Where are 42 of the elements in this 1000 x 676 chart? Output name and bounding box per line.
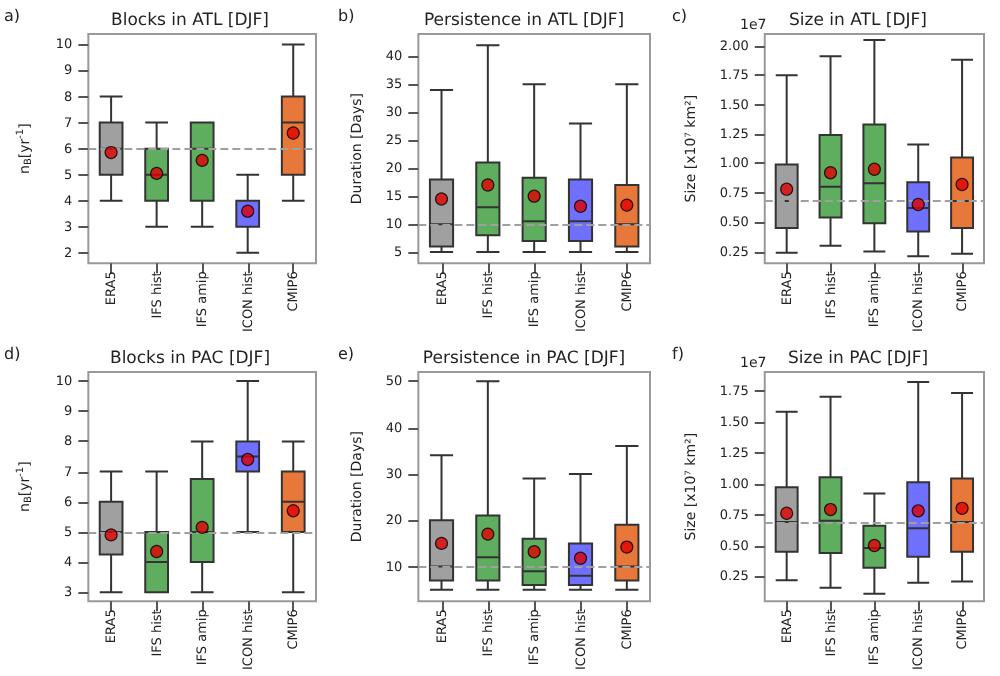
point <box>481 527 495 541</box>
point <box>527 189 541 203</box>
point <box>195 153 209 167</box>
text: d) <box>4 345 21 363</box>
point <box>481 178 495 192</box>
point <box>286 126 300 140</box>
point <box>573 551 588 565</box>
point <box>434 536 449 550</box>
point <box>150 166 164 180</box>
point <box>780 182 794 196</box>
point <box>573 199 588 213</box>
text: c) <box>672 7 688 25</box>
point <box>867 162 881 176</box>
chart-title: Blocks in PAC [DJF] <box>109 349 271 369</box>
point <box>620 540 634 554</box>
text: e) <box>338 345 355 363</box>
point <box>911 197 925 212</box>
point <box>195 520 209 534</box>
text: f) <box>672 345 684 363</box>
chart-title: Persistence in PAC [DJF] <box>422 349 626 369</box>
point <box>104 145 118 160</box>
point <box>150 544 164 559</box>
point <box>104 528 118 542</box>
point <box>241 452 255 467</box>
point <box>867 538 881 553</box>
point <box>823 502 838 517</box>
chart-title: Size in PAC [DJF] <box>787 349 929 369</box>
point <box>286 504 300 518</box>
point <box>620 198 634 212</box>
point <box>527 545 541 559</box>
text: a) <box>4 7 21 25</box>
point <box>434 192 449 206</box>
point <box>823 166 838 180</box>
point <box>911 504 925 518</box>
point <box>955 177 969 192</box>
point <box>241 204 255 218</box>
point <box>955 501 969 515</box>
text: b) <box>338 7 355 25</box>
chart-title: Blocks in ATL [DJF] <box>111 11 269 31</box>
point <box>780 506 794 520</box>
chart-title: Size in ATL [DJF] <box>789 11 927 31</box>
chart-title: Persistence in ATL [DJF] <box>423 11 625 31</box>
